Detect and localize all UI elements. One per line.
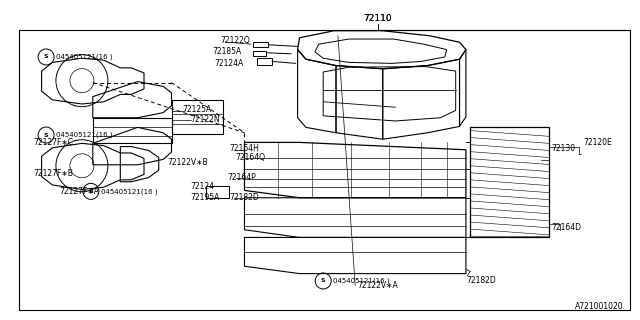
Text: S: S [44, 132, 49, 138]
Text: 72120E: 72120E [584, 138, 612, 147]
Text: 72127F∗C: 72127F∗C [33, 138, 73, 147]
Text: 045405121(16 ): 045405121(16 ) [101, 188, 157, 195]
Text: S: S [88, 189, 93, 194]
Text: 72164Q: 72164Q [236, 153, 266, 162]
Text: 72125A: 72125A [182, 105, 212, 114]
Text: 72122V∗B: 72122V∗B [168, 158, 208, 167]
Text: S: S [321, 278, 326, 284]
Text: 72127F∗A: 72127F∗A [59, 187, 99, 196]
Text: 72122V∗A: 72122V∗A [357, 281, 398, 290]
Text: 72110: 72110 [364, 14, 392, 23]
Text: 045405121(16 ): 045405121(16 ) [56, 54, 113, 60]
Text: 045405121(16 ): 045405121(16 ) [56, 132, 113, 138]
Text: S: S [44, 54, 49, 60]
Text: 72164H: 72164H [229, 144, 259, 153]
Text: 72182D: 72182D [466, 276, 495, 285]
Text: 72110: 72110 [364, 14, 392, 23]
Text: 045405121(16 ): 045405121(16 ) [333, 278, 390, 284]
Text: 72130: 72130 [552, 144, 576, 153]
Text: 72185A: 72185A [212, 47, 242, 56]
Text: 72164D: 72164D [552, 223, 582, 232]
Text: 72182D: 72182D [229, 193, 259, 202]
Text: 72127F∗B: 72127F∗B [33, 169, 73, 178]
Text: 72122Q: 72122Q [221, 36, 250, 45]
Text: 72164P: 72164P [227, 173, 256, 182]
Text: 72124A: 72124A [214, 59, 244, 68]
Text: 72122N: 72122N [191, 116, 220, 124]
Text: 72195A: 72195A [191, 193, 220, 202]
Text: 72124: 72124 [191, 182, 215, 191]
Text: A721001020: A721001020 [575, 302, 624, 311]
